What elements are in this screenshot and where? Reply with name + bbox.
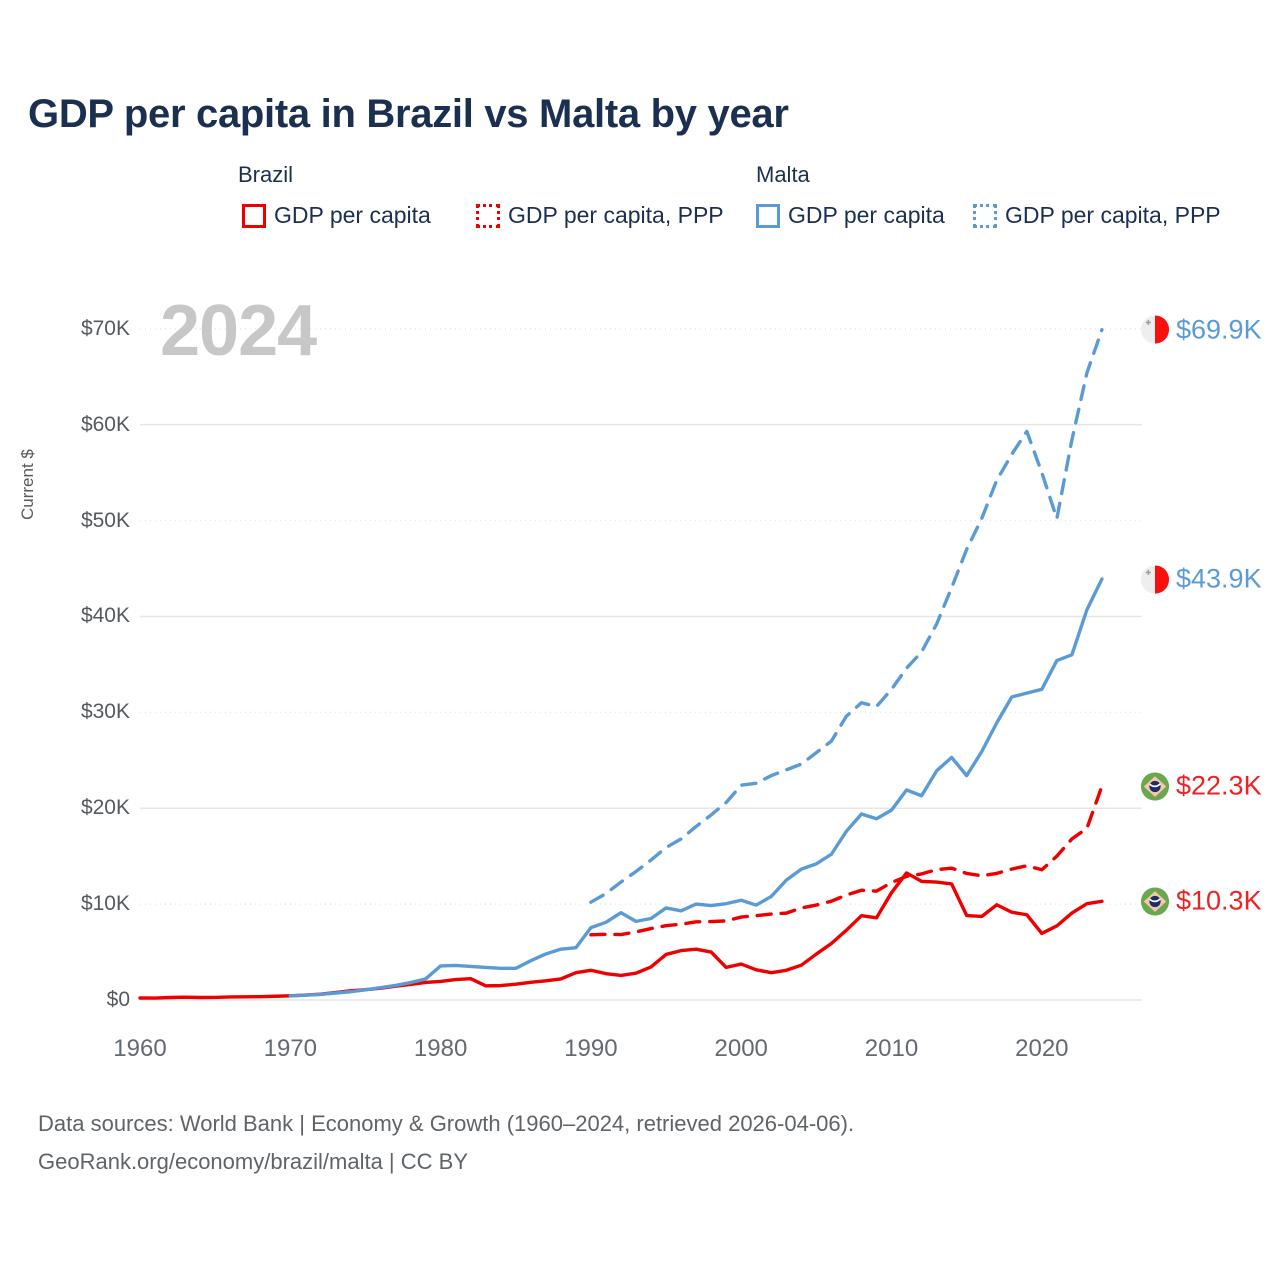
footer-sources: Data sources: World Bank | Economy & Gro… bbox=[38, 1105, 854, 1181]
end-label-value: $69.9K bbox=[1176, 314, 1262, 345]
x-axis-tick-label: 2020 bbox=[1015, 1035, 1069, 1062]
legend-label: GDP per capita bbox=[788, 202, 945, 228]
legend-item-brazil-gdp[interactable]: GDP per capita bbox=[242, 202, 431, 229]
y-axis-ticks: $0 $10K $20K $30K $40K $50K $60K $70K bbox=[30, 0, 130, 1280]
series-end-label: $43.9K bbox=[1140, 564, 1262, 595]
brazil-flag-icon bbox=[1140, 772, 1170, 801]
brazil-flag-icon bbox=[1140, 887, 1170, 916]
legend-group-malta: Malta bbox=[756, 162, 810, 187]
malta-flag-icon bbox=[1140, 315, 1170, 344]
legend-group-brazil: Brazil bbox=[238, 162, 294, 187]
legend-item-brazil-gdp-ppp[interactable]: GDP per capita, PPP bbox=[476, 202, 724, 229]
x-axis-tick-label: 1970 bbox=[263, 1035, 317, 1062]
y-axis-tick-label: $20K bbox=[80, 796, 130, 820]
y-axis-tick-label: $40K bbox=[80, 604, 130, 628]
y-axis-tick-label: $30K bbox=[80, 700, 130, 724]
series-end-label: $10.3K bbox=[1140, 886, 1262, 917]
legend-group-titles: Brazil Malta bbox=[238, 162, 1258, 192]
legend-item-malta-gdp[interactable]: GDP per capita bbox=[756, 202, 945, 229]
x-axis-tick-label: 2010 bbox=[864, 1035, 919, 1062]
y-axis-tick-label: $60K bbox=[80, 412, 130, 436]
y-axis-tick-label: $70K bbox=[80, 316, 130, 340]
page-title: GDP per capita in Brazil vs Malta by yea… bbox=[28, 92, 789, 136]
legend-item-malta-gdp-ppp[interactable]: GDP per capita, PPP bbox=[973, 202, 1221, 229]
end-label-value: $10.3K bbox=[1176, 885, 1262, 916]
legend-label: GDP per capita, PPP bbox=[1005, 202, 1221, 228]
y-axis-tick-label: $0 bbox=[106, 988, 130, 1011]
series-line bbox=[589, 328, 1104, 904]
chart-legend: Brazil Malta GDP per capita GDP per capi… bbox=[238, 162, 1258, 236]
end-label-value: $43.9K bbox=[1176, 563, 1262, 594]
legend-swatch-solid-blue-icon bbox=[756, 203, 780, 228]
x-axis-tick-label: 1990 bbox=[564, 1035, 618, 1062]
y-axis-tick-label: $10K bbox=[80, 892, 130, 916]
legend-swatch-solid-red-icon bbox=[242, 203, 266, 228]
legend-items: GDP per capita GDP per capita, PPP GDP p… bbox=[238, 202, 1258, 236]
malta-flag-icon bbox=[1140, 564, 1170, 594]
series-end-label: $22.3K bbox=[1140, 771, 1262, 802]
x-axis-tick-label: 2000 bbox=[714, 1035, 768, 1062]
series-line bbox=[288, 577, 1104, 998]
y-axis-tick-label: $50K bbox=[80, 508, 130, 532]
footer-line-2[interactable]: GeoRank.org/economy/brazil/malta | CC BY bbox=[38, 1148, 468, 1174]
legend-label: GDP per capita bbox=[274, 202, 431, 228]
series-line bbox=[589, 784, 1104, 937]
legend-label: GDP per capita, PPP bbox=[508, 202, 724, 228]
legend-swatch-dotted-blue-icon bbox=[973, 203, 997, 228]
year-watermark: 2024 bbox=[160, 291, 317, 371]
x-axis-tick-label: 1960 bbox=[113, 1035, 167, 1062]
legend-swatch-dotted-red-icon bbox=[476, 203, 500, 228]
footer-line-1: Data sources: World Bank | Economy & Gro… bbox=[38, 1111, 855, 1136]
x-axis-ticks: 1960 1970 1980 1990 2000 2010 2020 bbox=[0, 1035, 1280, 1075]
x-axis-tick-label: 1980 bbox=[413, 1035, 468, 1062]
end-label-value: $22.3K bbox=[1176, 770, 1262, 801]
series-end-label: $69.9K bbox=[1140, 314, 1262, 345]
